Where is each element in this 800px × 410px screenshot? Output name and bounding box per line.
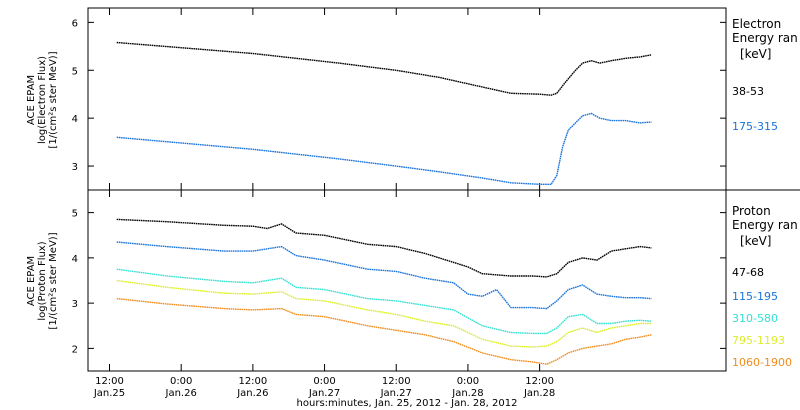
series-line-1-0 xyxy=(116,218,652,278)
y-tick-label-0-2: 5 xyxy=(72,66,78,77)
electron-legend-title-3: [keV] xyxy=(740,47,771,61)
x-tick-time-3: 0:00 xyxy=(313,376,335,387)
y-tick-label-1-2: 4 xyxy=(72,254,78,265)
x-tick-time-4: 12:00 xyxy=(382,376,411,387)
x-tick-date-1: Jan.26 xyxy=(165,388,197,399)
electron-ylabel-line2: log(Electron Flux) xyxy=(37,56,48,144)
electron-legend-title-2: Energy ran xyxy=(732,31,798,45)
series-line-1-4 xyxy=(116,297,652,365)
x-axis-title: hours:minutes, Jan. 25, 2012 - Jan. 28, … xyxy=(297,398,518,409)
proton-ylabel-line2: log(Proton Flux) xyxy=(37,241,48,320)
electron-ylabel-line1: ACE EPAM xyxy=(26,75,37,125)
y-tick-label-0-1: 4 xyxy=(72,114,78,125)
proton-ylabel-line3: [1/(cm²s ster MeV)] xyxy=(48,232,59,329)
proton-legend-title-1: Proton xyxy=(732,204,771,218)
series-line-0-0 xyxy=(116,41,652,96)
x-tick-date-5: Jan.28 xyxy=(451,388,483,399)
legend-entry-1-0: 47-68 xyxy=(732,266,764,279)
y-tick-label-0-3: 6 xyxy=(72,18,78,29)
x-tick-date-0: Jan.25 xyxy=(93,388,125,399)
series-line-0-1 xyxy=(116,112,652,186)
x-tick-time-2: 12:00 xyxy=(238,376,267,387)
electron-legend-title-1: Electron xyxy=(732,17,781,31)
y-tick-label-1-1: 3 xyxy=(72,299,78,310)
proton-legend-title-3: [keV] xyxy=(740,234,771,248)
y-tick-label-1-0: 2 xyxy=(72,344,78,355)
series-line-1-2 xyxy=(116,268,652,335)
x-tick-date-4: Jan.27 xyxy=(380,388,412,399)
proton-ylabel-line1: ACE EPAM xyxy=(26,256,37,306)
x-tick-date-2: Jan.26 xyxy=(236,388,268,399)
legend-entry-1-2: 310-580 xyxy=(732,312,778,325)
legend-entry-1-4: 1060-1900 xyxy=(732,356,792,369)
y-tick-label-0-0: 3 xyxy=(72,162,78,173)
y-tick-label-1-3: 5 xyxy=(72,209,78,220)
electron-ylabel-line3: [1/(cm²s ster MeV)] xyxy=(48,51,59,148)
x-tick-date-3: Jan.27 xyxy=(308,388,340,399)
x-tick-time-1: 0:00 xyxy=(170,376,192,387)
legend-entry-1-3: 795-1193 xyxy=(732,334,785,347)
proton-legend-title-2: Energy ran xyxy=(732,218,798,232)
x-tick-time-6: 12:00 xyxy=(525,376,554,387)
legend-entry-1-1: 115-195 xyxy=(732,290,778,303)
series-line-1-3 xyxy=(116,279,652,348)
legend-entry-0-1: 175-315 xyxy=(732,120,778,133)
x-tick-date-6: Jan.28 xyxy=(523,388,555,399)
x-tick-time-5: 0:00 xyxy=(457,376,479,387)
series-line-1-1 xyxy=(116,241,652,310)
proton-panel-frame xyxy=(87,189,727,372)
x-tick-time-0: 12:00 xyxy=(95,376,124,387)
legend-entry-0-0: 38-53 xyxy=(732,85,764,98)
electron-panel-frame xyxy=(87,7,727,191)
